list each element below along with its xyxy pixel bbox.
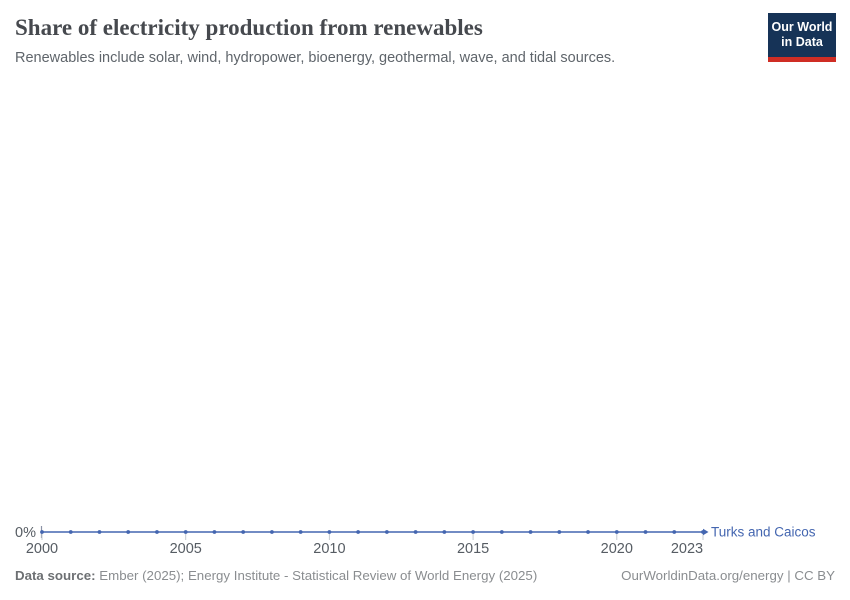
y-axis-tick-label: 0% [15,525,36,541]
data-point [356,530,361,534]
data-point [471,530,475,534]
data-point [672,530,677,534]
data-point [442,530,447,534]
data-source-label: Data source: [15,568,96,583]
x-axis-tick-label: 2020 [601,541,633,557]
data-point [528,530,533,534]
data-point [97,530,102,534]
line-end-arrow [703,528,709,536]
data-point [586,530,590,534]
series-entity-label: Turks and Caicos [711,525,816,540]
data-point [413,530,418,534]
data-point [40,530,44,534]
owid-logo-line2: in Data [781,35,823,50]
data-point [643,530,648,534]
x-axis-tick-label: 2005 [170,541,202,557]
x-axis-tick-label: 2000 [26,541,58,557]
data-source-text: Ember (2025); Energy Institute - Statist… [95,568,538,583]
chart-footer: Data source: Ember (2025); Energy Instit… [15,568,835,585]
chart-header: Share of electricity production from ren… [15,14,740,67]
data-point [384,530,389,534]
chart-title: Share of electricity production from ren… [15,15,483,40]
data-point [614,530,619,534]
data-point [270,530,274,534]
citation-text: OurWorldinData.org/energy | CC BY [621,568,835,583]
data-source-note: Data source: Ember (2025); Energy Instit… [15,568,537,585]
data-point [298,530,303,534]
data-point [68,530,73,534]
data-point [212,530,217,534]
chart-subtitle: Renewables include solar, wind, hydropow… [15,49,616,66]
x-axis-tick-label: 2015 [457,541,489,557]
data-point [557,530,562,534]
x-axis-tick-label: 2023 [671,541,703,557]
data-point [155,530,159,534]
data-point [126,530,131,534]
x-axis-tick-label: 2010 [313,541,345,557]
data-point [499,530,504,534]
owid-logo[interactable]: Our World in Data [768,13,836,62]
data-point [241,530,246,534]
data-point [183,530,188,534]
owid-logo-line1: Our World [771,20,833,34]
data-point [327,530,332,534]
